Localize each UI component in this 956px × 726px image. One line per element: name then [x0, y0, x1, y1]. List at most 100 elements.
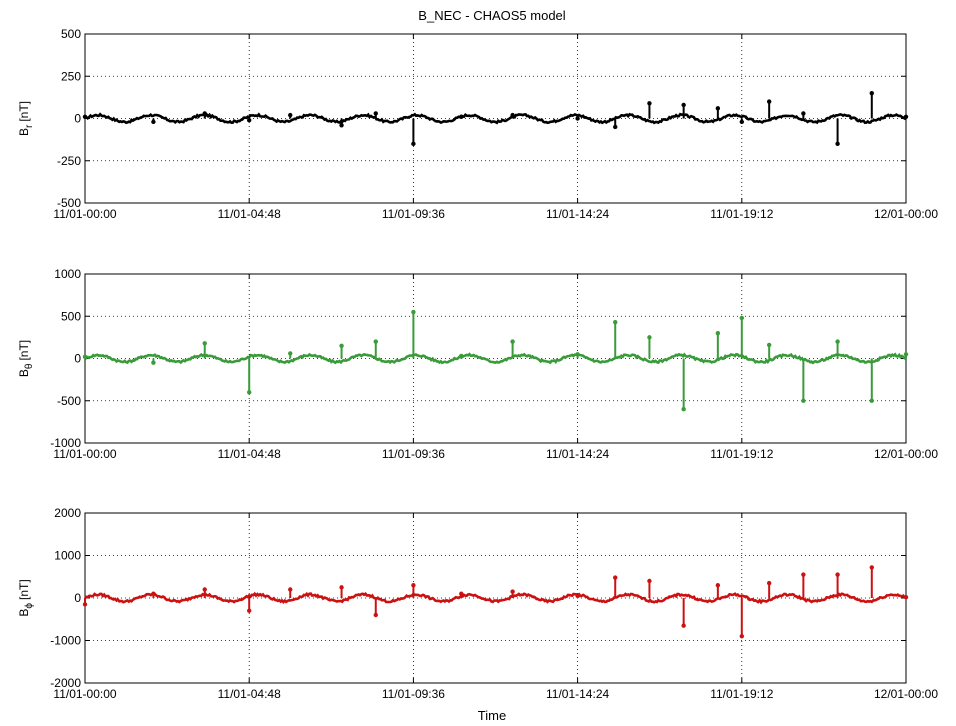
data-point [373, 339, 378, 344]
x-tick-label: 11/01-14:24 [546, 687, 609, 701]
data-point [247, 608, 252, 613]
series-B_phi [82, 565, 909, 639]
data-point [801, 572, 806, 577]
data-point [766, 342, 772, 348]
data-point [647, 335, 652, 340]
data-point [247, 117, 252, 123]
x-tick-label: 11/01-19:12 [710, 447, 773, 461]
data-point [373, 612, 378, 618]
data-point [373, 111, 378, 116]
data-point [647, 101, 652, 106]
data-point [869, 398, 874, 403]
plot-frame [84, 33, 907, 204]
data-point [613, 575, 618, 580]
data-point [739, 634, 744, 639]
x-tick-label: 11/01-00:00 [53, 207, 116, 221]
data-point [339, 585, 344, 590]
y-axis-label-unit: [nT] [17, 101, 31, 122]
y-tick-label: -1000 [50, 436, 81, 450]
data-point [835, 339, 840, 344]
data-point [575, 593, 580, 599]
data-point [202, 341, 207, 346]
data-point [510, 339, 515, 344]
data-point [288, 351, 293, 356]
data-point [715, 106, 721, 111]
y-axis-label-base: B [17, 369, 31, 377]
series-baseline [84, 112, 907, 125]
data-point [681, 102, 686, 108]
y-axis-label-base: B [17, 128, 31, 136]
data-point [151, 360, 156, 365]
y-axis-label-unit: [nT] [17, 579, 31, 600]
data-point [151, 119, 156, 125]
panel-B_phi: -2000 -1000 0 1000 2000 11/01-00:00 11/01-04:4… [17, 506, 938, 701]
y-tick-label: -500 [57, 394, 81, 408]
data-point [869, 565, 874, 570]
data-point [339, 123, 344, 128]
y-tick-label: 1000 [54, 267, 81, 281]
y-axis-label: Bϕ [nT] [17, 579, 35, 616]
data-point [288, 587, 293, 592]
data-point [202, 111, 207, 116]
x-tick-label: 11/01-00:00 [53, 687, 116, 701]
data-point [835, 141, 840, 147]
panel-B_theta: -1000 -500 0 500 1000 11/01-00:00 11/01-04:48 1… [17, 267, 938, 461]
data-point [835, 572, 840, 577]
data-point [681, 623, 686, 628]
y-tick-label: -500 [57, 196, 81, 210]
x-tick-label: 12/01-00:00 [874, 687, 938, 701]
data-point [202, 587, 207, 592]
data-point [82, 354, 88, 360]
x-tick-label: 11/01-04:48 [218, 447, 281, 461]
x-tick-label: 11/01-14:24 [546, 447, 609, 461]
data-point [739, 119, 744, 125]
data-point [766, 580, 772, 586]
y-axis-label-sub: ϕ [24, 603, 35, 609]
y-tick-label: -1000 [50, 634, 81, 648]
data-point [766, 99, 772, 104]
data-point [411, 309, 416, 315]
data-point [739, 315, 744, 321]
data-point [715, 583, 721, 588]
data-point [339, 343, 344, 349]
y-axis-label-base: B [17, 609, 31, 617]
data-point [411, 583, 416, 588]
data-point [715, 330, 721, 336]
x-tick-label: 11/01-04:48 [218, 207, 281, 221]
y-axis-label: Br [nT] [17, 101, 35, 136]
data-point [613, 124, 618, 130]
x-tick-label: 11/01-09:36 [382, 687, 445, 701]
series-baseline [84, 591, 907, 605]
data-point [459, 353, 464, 359]
plot-frame [84, 273, 907, 444]
y-tick-label: 0 [74, 591, 81, 605]
data-point [575, 116, 580, 121]
data-point [903, 594, 909, 600]
data-point [459, 591, 464, 596]
chart-title: B_NEC - CHAOS5 model [418, 8, 565, 23]
plot-frame [84, 512, 907, 684]
data-point [575, 352, 580, 357]
data-point [82, 114, 88, 120]
data-point [510, 112, 515, 118]
data-point [288, 112, 293, 118]
series-baseline [83, 352, 907, 365]
y-axis-label-sub: θ [24, 363, 35, 369]
x-tick-label: 11/01-04:48 [218, 687, 281, 701]
x-tick-label: 12/01-00:00 [874, 447, 938, 461]
y-tick-label: 0 [74, 352, 81, 366]
data-point [247, 390, 252, 395]
data-point [613, 319, 618, 325]
y-tick-label: -250 [57, 154, 81, 168]
data-point [869, 90, 874, 96]
data-point [411, 141, 416, 147]
y-axis-label-sub: r [24, 124, 35, 128]
x-tick-label: 11/01-14:24 [546, 207, 609, 221]
data-point [681, 407, 686, 412]
data-point [151, 591, 156, 596]
y-tick-label: 500 [61, 309, 81, 323]
data-point [510, 589, 515, 594]
series-B_theta [82, 309, 909, 412]
data-point [801, 398, 806, 403]
